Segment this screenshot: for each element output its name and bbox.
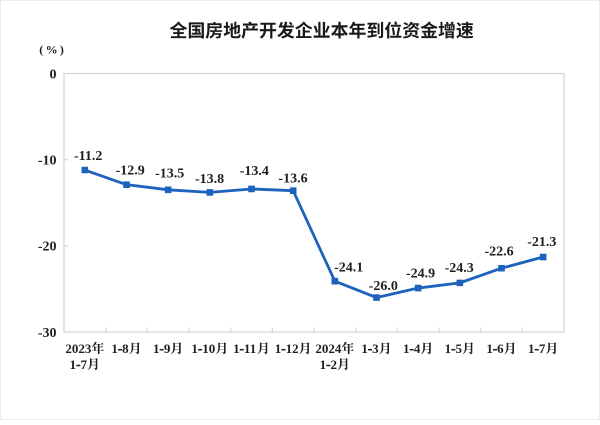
- svg-text:1: 1: [70, 357, 77, 372]
- svg-text:1: 1: [528, 341, 535, 356]
- svg-text:7: 7: [539, 341, 546, 356]
- svg-text:9: 9: [164, 341, 171, 356]
- svg-text:-24.9: -24.9: [406, 267, 435, 282]
- svg-text:-22.6: -22.6: [485, 244, 514, 259]
- svg-text:12: 12: [286, 341, 299, 356]
- svg-text:-20: -20: [38, 240, 57, 255]
- svg-text:-30: -30: [38, 326, 57, 341]
- svg-text:1: 1: [233, 341, 240, 356]
- svg-text:1: 1: [486, 341, 493, 356]
- svg-text:4: 4: [414, 341, 421, 356]
- svg-text:1: 1: [403, 341, 410, 356]
- svg-text:1: 1: [191, 341, 198, 356]
- svg-text:1: 1: [111, 341, 118, 356]
- svg-text:-26.0: -26.0: [369, 279, 398, 294]
- svg-text:11: 11: [244, 341, 256, 356]
- svg-text:2023: 2023: [65, 341, 92, 356]
- svg-text:1: 1: [320, 357, 327, 372]
- svg-text:-13.6: -13.6: [278, 171, 307, 186]
- svg-text:-12.9: -12.9: [116, 163, 145, 178]
- svg-text:-13.8: -13.8: [195, 172, 224, 187]
- svg-text:1: 1: [275, 341, 282, 356]
- svg-text:1: 1: [445, 341, 452, 356]
- svg-text:0: 0: [50, 67, 57, 82]
- svg-text:-11.2: -11.2: [74, 149, 102, 164]
- svg-text:(%): (%): [39, 42, 66, 56]
- svg-text:-21.3: -21.3: [527, 235, 556, 250]
- svg-text:1: 1: [153, 341, 160, 356]
- svg-text:5: 5: [456, 341, 463, 356]
- svg-text:1: 1: [361, 341, 368, 356]
- svg-text:-13.4: -13.4: [240, 164, 269, 179]
- svg-text:-10: -10: [38, 153, 57, 168]
- svg-text:-13.5: -13.5: [155, 166, 184, 181]
- svg-text:10: 10: [202, 341, 215, 356]
- svg-text:2: 2: [331, 357, 338, 372]
- svg-text:-24.3: -24.3: [445, 261, 474, 276]
- svg-text:2024: 2024: [315, 341, 342, 356]
- svg-text:6: 6: [497, 341, 504, 356]
- svg-text:7: 7: [81, 357, 88, 372]
- svg-text:-24.1: -24.1: [334, 261, 363, 276]
- svg-text:8: 8: [122, 341, 129, 356]
- svg-text:3: 3: [372, 341, 379, 356]
